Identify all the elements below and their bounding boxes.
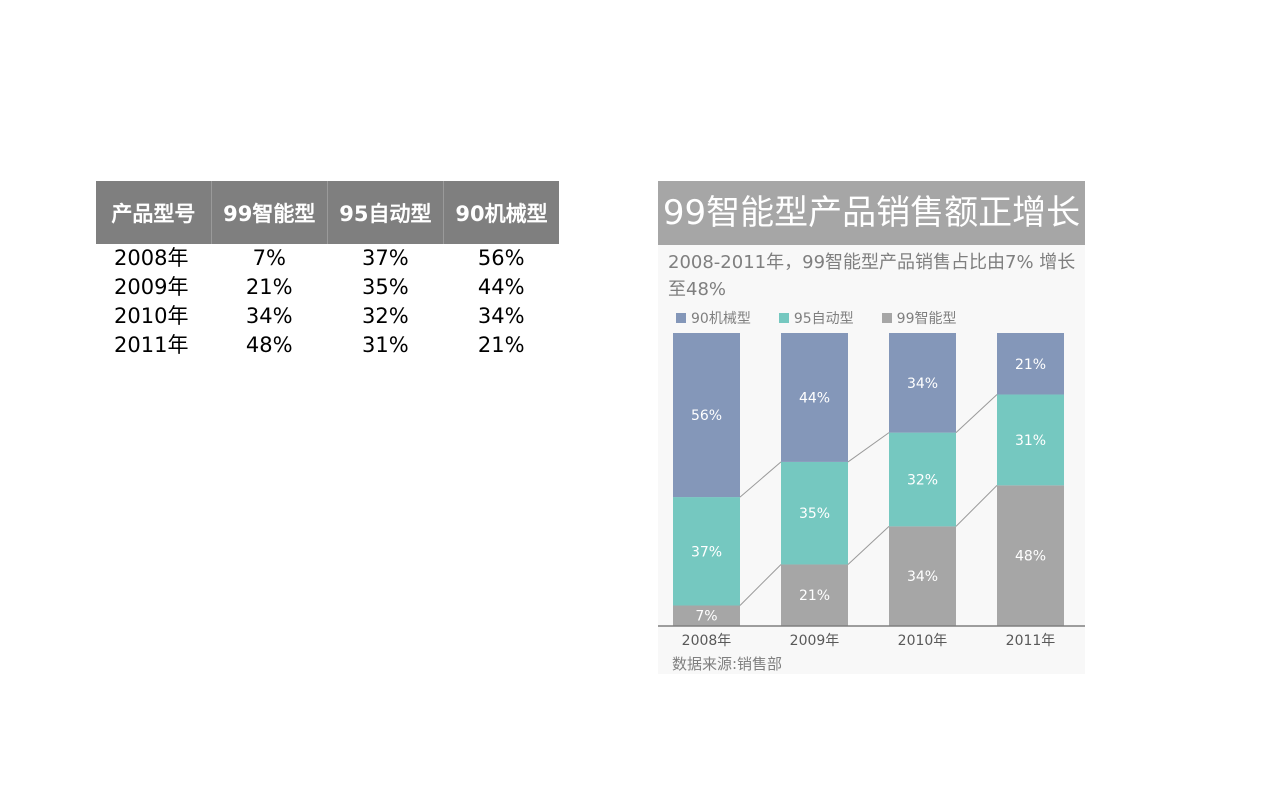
bar-segment: [997, 333, 1064, 395]
bar-segment: [781, 461, 848, 565]
stacked-bar-chart: 7% 37% 56% 2008年 21% 35% 44% 2009年 34% 32% 34% 2010…: [658, 333, 1085, 649]
data-label: 7%: [695, 609, 717, 625]
table-cell: 2011年: [114, 333, 189, 357]
legend-swatch: [881, 313, 892, 323]
table-row: 2011年 48% 31% 21%: [96, 331, 559, 360]
legend-label: 90机械型: [691, 311, 751, 327]
chart-legend: 90机械型 95自动型 99智能型: [676, 308, 984, 328]
table-row: 2008年 7% 37% 56%: [96, 244, 559, 273]
legend-item-95: 95自动型: [778, 308, 854, 328]
legend-item-99: 99智能型: [881, 308, 957, 328]
chart-panel: 99智能型产品销售额正增长 2008-2011年，99智能型产品销售占比由7% …: [658, 181, 1085, 674]
data-label: 44%: [799, 390, 830, 406]
data-label: 37%: [691, 544, 722, 560]
header-cell: 99智能型: [211, 181, 328, 244]
data-label: 21%: [1015, 357, 1046, 373]
table-cell: 21%: [477, 333, 525, 357]
legend-label: 99智能型: [896, 311, 957, 327]
data-label: 48%: [1015, 549, 1046, 565]
legend-swatch: [778, 313, 789, 323]
data-table: 产品型号 99智能型 95自动型 90机械型 2008年 7% 37% 56% …: [96, 181, 559, 360]
bar-segment: [673, 333, 740, 498]
table-cell: 44%: [477, 275, 525, 299]
bar-segment: [997, 485, 1064, 626]
table-cell: 37%: [362, 246, 409, 270]
bar-segment: [781, 333, 848, 462]
table-cell: 34%: [245, 304, 293, 328]
header-cell: 90机械型: [443, 181, 559, 244]
bar-segment: [997, 394, 1064, 486]
table-cell: 35%: [362, 275, 409, 299]
x-tick-label: 2009年: [790, 633, 840, 649]
legend-label: 95自动型: [793, 311, 854, 327]
source-note: 数据来源:销售部: [672, 655, 783, 673]
table-cell: 2008年: [114, 246, 189, 270]
series-connector: [739, 564, 782, 606]
table-cell: 56%: [477, 246, 525, 270]
table-cell: 2010年: [114, 304, 189, 328]
legend-swatch: [676, 313, 686, 323]
data-label: 31%: [1015, 433, 1046, 449]
table-cell: 48%: [245, 333, 293, 357]
chart-subtitle: 2008-2011年，99智能型产品销售占比由7% 增长至48%: [668, 252, 1076, 300]
x-tick-label: 2011年: [1006, 633, 1056, 649]
data-label: 21%: [799, 588, 830, 604]
series-connector: [955, 394, 998, 433]
data-label: 34%: [907, 569, 938, 585]
data-label: 35%: [799, 506, 830, 522]
chart-title: 99智能型产品销售额正增长: [658, 181, 1085, 245]
header-cell: 95自动型: [327, 181, 444, 244]
bar-segment: [673, 497, 740, 606]
bar-segment: [889, 526, 956, 626]
table-cell: 34%: [477, 304, 525, 328]
x-tick-label: 2008年: [682, 633, 732, 649]
series-connector: [847, 432, 890, 463]
series-connector: [847, 526, 890, 565]
series-connector: [955, 485, 998, 527]
table-row: 2010年 34% 32% 34%: [96, 302, 559, 331]
table-cell: 2009年: [114, 275, 189, 299]
data-label: 32%: [907, 473, 938, 489]
bar-segment: [889, 432, 956, 527]
series-connector: [739, 461, 782, 498]
table-cell: 31%: [362, 333, 409, 357]
table-cell: 7%: [252, 246, 286, 270]
table-cell: 32%: [362, 304, 409, 328]
bar-segment: [673, 605, 740, 626]
table-cell: 21%: [245, 275, 293, 299]
bar-segment: [889, 333, 956, 433]
table-header-row: 产品型号 99智能型 95自动型 90机械型: [96, 181, 559, 244]
legend-item-90: 90机械型: [676, 308, 751, 328]
data-label: 56%: [691, 408, 722, 424]
bar-segment: [781, 564, 848, 626]
table-row: 2009年 21% 35% 44%: [96, 273, 559, 302]
x-tick-label: 2010年: [898, 633, 948, 649]
data-label: 34%: [907, 376, 938, 392]
header-cell: 产品型号: [96, 181, 212, 244]
